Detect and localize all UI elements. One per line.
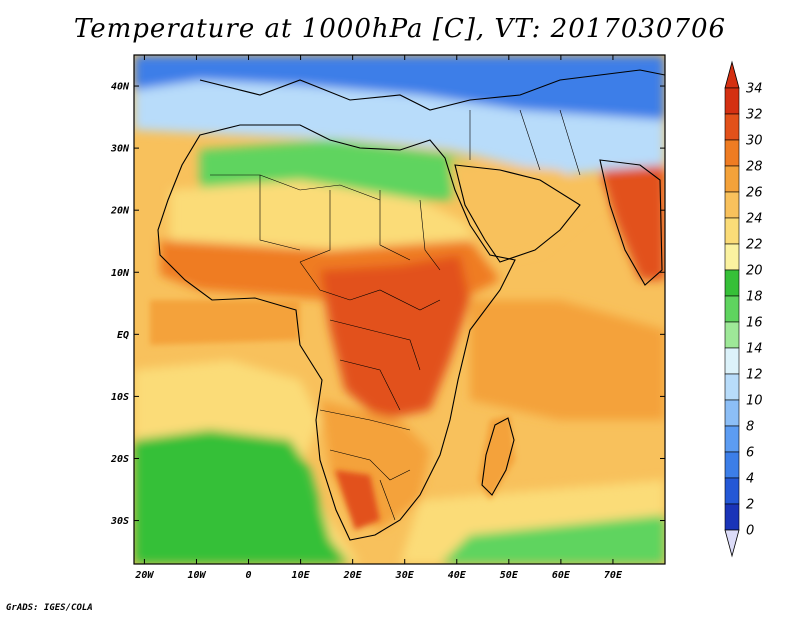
lat-label: 20S: [110, 454, 129, 465]
latitude-labels: 40N 30N 20N 10N EQ 10S 20S 30S: [110, 82, 130, 528]
chart-title: Temperature at 1000hPa [C], VT: 20170307…: [73, 14, 727, 44]
colorbar-swatch: [724, 87, 740, 115]
colorbar-label: 28: [746, 160, 763, 175]
colorbar-swatch: [724, 295, 740, 323]
colorbar: [724, 60, 740, 558]
africa-coastline: [157, 124, 516, 541]
colorbar-swatch: [724, 451, 740, 479]
colorbar-label: 32: [746, 108, 763, 123]
colorbar-label: 26: [746, 186, 763, 201]
lon-label: 40E: [448, 570, 467, 581]
colorbar-swatch: [724, 269, 740, 297]
kalahari-hot: [335, 470, 380, 530]
colorbar-swatch: [724, 113, 740, 141]
gulf-of-guinea-warm: [150, 300, 300, 345]
madagascar-coastline: [481, 417, 515, 496]
arabia-coastline: [454, 164, 581, 263]
colorbar-label: 16: [746, 316, 763, 331]
colorbar-swatch: [724, 425, 740, 453]
longitude-labels: 20W 10W 0 10E 20E 30E 40E 50E 60E 70E: [134, 570, 623, 581]
colorbar-swatch: [724, 191, 740, 219]
arabia-warm-region: [450, 160, 600, 260]
central-africa-hot-core: [320, 255, 470, 420]
lon-label: 20W: [134, 570, 154, 581]
colorbar-label: 6: [746, 446, 754, 461]
lon-label: 10E: [292, 570, 311, 581]
indian-ocean-warm-pool: [470, 300, 665, 420]
colorbar-label: 20: [746, 264, 763, 279]
colorbar-label: 30: [746, 134, 763, 149]
colorbar-label: 14: [746, 342, 763, 357]
lat-label: 30S: [110, 516, 129, 527]
india-hot-region: [600, 165, 665, 280]
axis-ticks: [134, 55, 665, 564]
colorbar-swatch: [724, 243, 740, 271]
colorbar-swatch: [724, 373, 740, 401]
europe-cold-region: [134, 55, 665, 120]
india-coastline: [599, 159, 663, 286]
colorbar-label: 22: [746, 238, 763, 253]
lon-label: 10W: [187, 570, 206, 581]
colorbar-swatch: [724, 399, 740, 427]
europe-coastline: [199, 69, 665, 111]
sahara-warm-region: [170, 180, 480, 265]
colorbar-label: 24: [746, 212, 763, 227]
colorbar-lower-arrow: [724, 529, 740, 558]
coastlines: [157, 69, 665, 541]
lat-label: 10N: [111, 268, 130, 279]
colorbar-swatch: [724, 217, 740, 245]
colorbar-swatch: [724, 503, 740, 531]
detail-shading: [150, 300, 515, 530]
map-frame: [133, 54, 666, 565]
credit-text: GrADS: IGES/COLA: [6, 603, 93, 613]
lat-label: 20N: [110, 206, 130, 217]
lon-label: 70E: [604, 570, 623, 581]
south-indian-cold-region: [440, 515, 665, 564]
colorbar-label: 4: [746, 472, 754, 487]
colorbar-label: 18: [746, 290, 763, 305]
lon-label: 0: [246, 570, 252, 581]
lat-label: EQ: [117, 330, 129, 341]
colorbar-swatch: [724, 139, 740, 167]
colorbar-label: 10: [746, 394, 763, 409]
lon-label: 60E: [552, 570, 571, 581]
map-field: [134, 55, 665, 564]
colorbar-label: 2: [746, 498, 754, 513]
lat-label: 40N: [111, 82, 130, 93]
lat-label: 30N: [110, 144, 130, 155]
lon-label: 20E: [343, 570, 363, 581]
colorbar-swatch: [724, 165, 740, 193]
colorbar-label: 0: [746, 524, 754, 539]
lon-label: 30E: [395, 570, 415, 581]
country-borders: [210, 109, 581, 521]
colorbar-label: 34: [746, 82, 763, 97]
south-atlantic-cold-region: [134, 430, 350, 564]
colorbar-label: 8: [746, 420, 754, 435]
colorbar-label: 12: [746, 368, 763, 383]
colorbar-swatch: [724, 477, 740, 505]
lat-label: 10S: [111, 392, 129, 403]
colorbar-upper-arrow: [724, 60, 740, 89]
colorbar-swatch: [724, 321, 740, 349]
lon-label: 50E: [500, 570, 519, 581]
colorbar-swatch: [724, 347, 740, 375]
madagascar-warm: [478, 415, 515, 500]
